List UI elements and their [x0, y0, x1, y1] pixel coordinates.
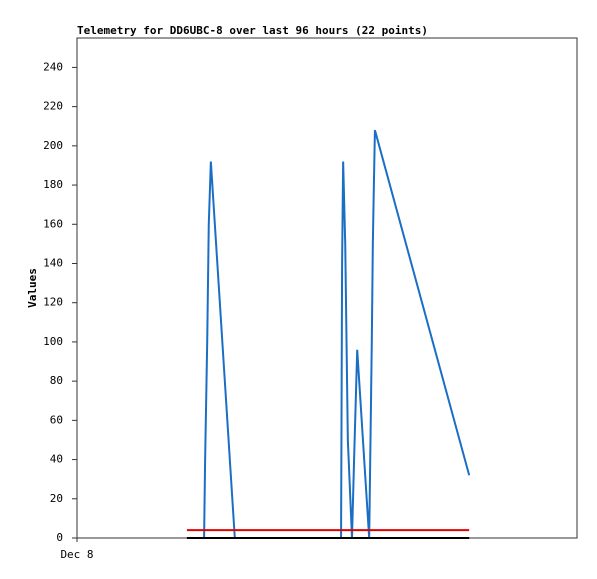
y-tick-label: 200: [43, 139, 63, 152]
y-tick-label: 40: [50, 453, 63, 466]
y-tick-label: 20: [50, 492, 63, 505]
y-tick-label: 0: [56, 531, 63, 544]
y-tick-label: 240: [43, 60, 63, 73]
plot-frame: [76, 37, 578, 539]
y-tick-label: 140: [43, 256, 63, 269]
x-tick-label: Dec 8: [60, 548, 93, 561]
y-tick-label: 80: [50, 374, 63, 387]
y-tick-label: 160: [43, 217, 63, 230]
y-tick-label: 60: [50, 413, 63, 426]
series-line: [203, 129, 471, 539]
y-tick-label: 100: [43, 335, 63, 348]
y-tick-label: 180: [43, 178, 63, 191]
y-axis-label: Values: [26, 268, 39, 308]
y-tick-label: 120: [43, 296, 63, 309]
y-tick-label: 220: [43, 100, 63, 113]
chart-title: Telemetry for DD6UBC-8 over last 96 hour…: [77, 24, 428, 37]
